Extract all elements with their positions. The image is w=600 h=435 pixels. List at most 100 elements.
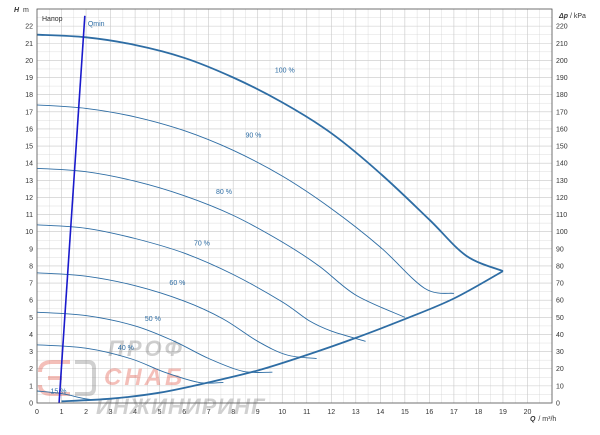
x-tick-label: 9 — [256, 409, 260, 416]
y-tick-label: 17 — [25, 109, 33, 116]
x-tick-label: 16 — [425, 409, 433, 416]
speed-curve-label: 80 % — [216, 189, 232, 196]
y-axis-label: H m — [14, 7, 29, 14]
x-tick-label: 15 — [401, 409, 409, 416]
x-tick-label: 13 — [352, 409, 360, 416]
watermark-line2: СНАБ — [104, 364, 185, 391]
y2-axis-unit: / kPa — [570, 13, 586, 20]
y2-tick-label: 190 — [556, 75, 568, 82]
watermark-emblem-icon — [38, 360, 96, 396]
speed-curve-label: 15 % — [50, 389, 66, 396]
y-tick-label: 15 — [25, 144, 33, 151]
speed-curve-label: 60 % — [169, 280, 185, 287]
y2-tick-label: 200 — [556, 58, 568, 65]
y-tick-label: 22 — [25, 24, 33, 31]
y-tick-label: 3 — [29, 349, 33, 356]
y2-tick-label: 150 — [556, 144, 568, 151]
watermark-line1: ПРОФ — [108, 336, 185, 361]
y-tick-label: 1 — [29, 383, 33, 390]
speed-curve-label: 40 % — [118, 345, 134, 352]
speed-curve-line — [36, 311, 273, 373]
legend-title: Напор — [42, 16, 63, 23]
y-tick-label: 4 — [29, 332, 33, 339]
y2-tick-label: 110 — [556, 212, 567, 219]
speed-curve-line — [36, 33, 504, 272]
speed-curve-line — [36, 167, 406, 318]
y2-tick-label: 50 — [556, 315, 564, 322]
y-tick-label: 7 — [29, 281, 33, 288]
y2-tick-label: 220 — [556, 24, 568, 31]
speed-curve-line — [36, 104, 454, 294]
speed-curve-line — [36, 224, 366, 342]
speed-curve-label: 100 % — [275, 67, 295, 74]
y-tick-label: 2 — [29, 366, 33, 373]
plot-frame — [36, 8, 553, 404]
y2-tick-label: 130 — [556, 178, 568, 185]
tick-labels: 0 1 2 3 4 5 6 7 8 9 10 11 12 13 14 15 16 17 18 19 2001234567… — [25, 24, 568, 416]
y-tick-label: 6 — [29, 298, 33, 305]
y2-tick-label: 70 — [556, 281, 564, 288]
x-tick-label: 0 — [35, 409, 39, 416]
y-tick-label: 14 — [25, 161, 33, 168]
x-tick-label: 11 — [303, 409, 310, 416]
y-tick-label: 11 — [26, 212, 33, 219]
y2-tick-label: 60 — [556, 298, 564, 305]
speed-curve-label: 90 % — [245, 132, 261, 139]
y2-tick-label: 160 — [556, 126, 568, 133]
y2-tick-label: 210 — [556, 41, 568, 48]
speed-curve-label: 50 % — [145, 316, 161, 323]
y2-tick-label: 90 — [556, 246, 564, 253]
x-tick-label: 20 — [524, 409, 532, 416]
x-axis-label: Q / m³/h — [530, 416, 556, 423]
y2-tick-label: 120 — [556, 195, 568, 202]
x-tick-label: 2 — [84, 409, 88, 416]
y2-tick-label: 170 — [556, 109, 568, 116]
speed-curve-label: 70 % — [194, 240, 210, 247]
y-tick-label: 9 — [29, 246, 33, 253]
y2-tick-label: 100 — [556, 229, 568, 236]
qmin-line — [58, 15, 86, 404]
max-flow-curve-line — [61, 270, 504, 403]
speed-curve-line — [36, 272, 317, 359]
x-axis-symbol: Q — [530, 416, 536, 423]
y2-tick-label: 10 — [556, 383, 564, 390]
y2-tick-label: 180 — [556, 92, 568, 99]
x-tick-label: 10 — [278, 409, 286, 416]
y2-tick-label: 80 — [556, 263, 564, 270]
y2-tick-label: 40 — [556, 332, 564, 339]
x-tick-label: 1 — [60, 409, 64, 416]
x-tick-label: 7 — [207, 409, 211, 416]
x-tick-label: 19 — [499, 409, 507, 416]
x-tick-label: 8 — [231, 409, 235, 416]
y-tick-label: 5 — [29, 315, 33, 322]
y-tick-label: 16 — [25, 126, 33, 133]
y-axis-symbol: H — [14, 7, 20, 14]
y2-axis-symbol: Δp — [558, 13, 569, 20]
x-tick-label: 5 — [158, 409, 162, 416]
x-tick-label: 14 — [376, 409, 384, 416]
x-tick-label: 6 — [182, 409, 186, 416]
x-tick-label: 17 — [450, 409, 458, 416]
y2-tick-label: 0 — [556, 401, 560, 408]
x-tick-label: 18 — [475, 409, 483, 416]
x-tick-label: 12 — [327, 409, 335, 416]
y-tick-label: 13 — [25, 178, 33, 185]
y-tick-label: 10 — [25, 229, 33, 236]
grid — [36, 8, 553, 404]
y-tick-label: 12 — [25, 195, 33, 202]
speed-curve-line — [36, 390, 92, 401]
x-tick-label: 3 — [109, 409, 113, 416]
speed-curves: 100 % 90 % 80 % 70 % 60 % 50 % 40 % 15 % Qmin — [36, 15, 504, 404]
y-tick-label: 0 — [29, 401, 33, 408]
y2-axis-label: Δp / kPa — [558, 13, 586, 20]
y-tick-label: 18 — [25, 92, 33, 99]
y2-tick-label: 30 — [556, 349, 564, 356]
y-tick-label: 8 — [29, 263, 33, 270]
x-axis-unit: / m³/h — [538, 416, 556, 423]
y-tick-label: 21 — [25, 41, 33, 48]
y2-tick-label: 20 — [556, 366, 564, 373]
y-tick-label: 20 — [25, 58, 33, 65]
speed-curve-line — [36, 344, 224, 384]
